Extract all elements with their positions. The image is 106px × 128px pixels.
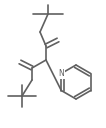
Text: N: N	[58, 69, 64, 78]
